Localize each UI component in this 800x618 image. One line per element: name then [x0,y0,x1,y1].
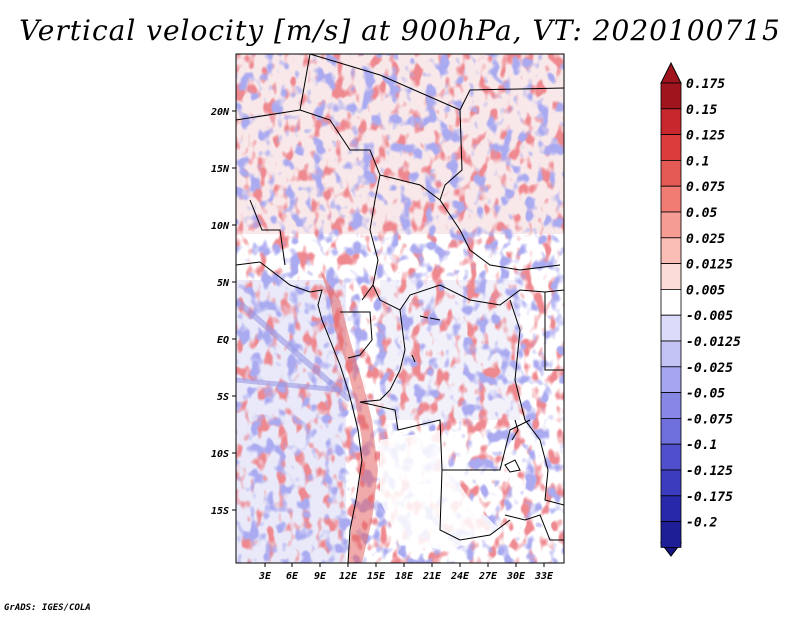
colorbar-label: 0.05 [686,206,717,221]
colorbar-label: 0.15 [686,103,717,118]
colorbar-label: 0.075 [686,180,725,195]
map-plot-area [236,54,564,563]
colorbar-top-triangle [660,61,682,84]
lon-label: 3E [258,571,272,582]
colorbar-segment [660,134,682,161]
lon-label: 27E [478,571,498,582]
colorbar-segment [660,521,682,548]
lat-label: 10S [211,449,229,460]
colorbar-segment [660,211,682,239]
colorbar-segment [660,159,682,187]
lat-label: 5N [217,278,230,289]
colorbar-label: -0.175 [686,490,733,505]
colorbar-label: -0.0125 [686,335,741,350]
colorbar-label: -0.05 [686,387,725,402]
lon-label: 21E [422,571,442,582]
colorbar-label: -0.1 [686,438,717,453]
colorbar-label: 0.1 [686,154,709,169]
colorbar-segment [660,392,682,419]
colorbar-label: -0.125 [686,464,733,479]
chart-title: Vertical velocity [m/s] at 900hPa, VT: 2… [19,14,781,47]
colorbar: 0.175 0.15 0.125 0.1 0.075 0.05 0.025 0.0125 0.0… [659,61,741,557]
colorbar-segment [660,417,682,445]
lon-label: 30E [506,571,526,582]
colorbar-label: -0.005 [686,309,733,324]
colorbar-label: 0.0125 [686,258,733,273]
colorbar-label: 0.025 [686,232,725,247]
lon-label: 9E [314,571,327,582]
colorbar-segment [660,443,682,471]
lat-label: 15N [211,164,230,175]
lat-label: 15S [211,506,229,517]
lat-axis: 20N 15N 10N 5N EQ 5S 10S 15S [210,107,236,517]
map-frame [235,53,565,564]
colorbar-segment [660,185,682,213]
lon-label: 12E [339,571,358,582]
colorbar-segment [660,108,682,136]
lat-label: 5S [217,392,229,403]
colorbar-label: -0.025 [686,361,733,376]
colorbar-segment [660,288,682,316]
colorbar-label: 0.125 [686,129,725,144]
lon-label: 33E [534,571,554,582]
colorbar-segment [660,366,682,393]
lat-label: 10N [211,221,230,232]
lon-label: 15E [367,571,386,582]
lon-label: 18E [395,571,414,582]
colorbar-segment [660,237,682,265]
lat-label: 20N [210,107,230,118]
lon-axis: 3E 6E 9E 12E 15E 18E 21E 24E 27E 30E 33E [258,563,554,582]
colorbar-segment [660,314,682,342]
colorbar-segment [660,263,682,290]
lat-label: EQ [217,335,229,346]
colorbar-segment [660,340,682,368]
grads-credit: GrADS: IGES/COLA [4,603,91,613]
lon-label: 24E [450,571,470,582]
lon-label: 6E [286,571,299,582]
colorbar-label: 0.175 [686,77,725,92]
colorbar-segment [660,469,682,497]
colorbar-label: -0.2 [686,516,717,531]
colorbar-label: -0.075 [686,412,733,427]
colorbar-segment [660,82,682,110]
colorbar-segment [660,495,682,522]
colorbar-label: 0.005 [686,283,725,298]
